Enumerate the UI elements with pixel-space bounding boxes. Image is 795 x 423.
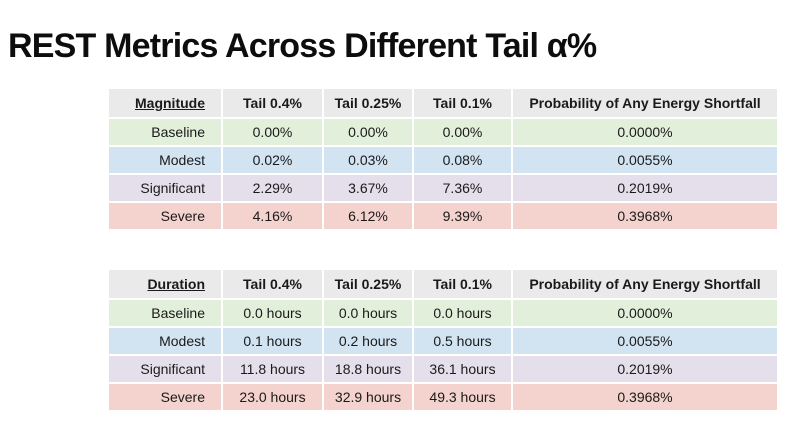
data-cell: 0.0055%	[513, 147, 777, 173]
data-cell: 3.67%	[324, 175, 412, 201]
duration-table-body: Baseline 0.0 hours 0.0 hours 0.0 hours 0.000…	[109, 300, 777, 410]
data-cell: 0.02%	[223, 147, 322, 173]
data-cell: 0.2019%	[513, 175, 777, 201]
duration-row-significant: Significant 11.8 hours 18.8 hours 36.1 hour…	[109, 356, 777, 382]
magnitude-header-tail-0-25-: Tail 0.25%	[324, 89, 412, 117]
data-cell: 0.2019%	[513, 356, 777, 382]
duration-row-modest: Modest 0.1 hours 0.2 hours 0.5 hours 0.0055%	[109, 328, 777, 354]
data-cell: 0.08%	[414, 147, 511, 173]
data-cell: 0.1 hours	[223, 328, 322, 354]
data-cell: 0.3968%	[513, 203, 777, 229]
data-cell: 0.0055%	[513, 328, 777, 354]
magnitude-row-significant: Significant 2.29% 3.67% 7.36% 0.2019%	[109, 175, 777, 201]
data-cell: 0.0 hours	[324, 300, 412, 326]
data-cell: 0.0000%	[513, 300, 777, 326]
data-cell: 0.5 hours	[414, 328, 511, 354]
duration-table: Duration Tail 0.4% Tail 0.25% Tail 0.1% Prob…	[107, 268, 779, 412]
data-cell: 0.3968%	[513, 384, 777, 410]
magnitude-header-tail-0-4-: Tail 0.4%	[223, 89, 322, 117]
row-label: Significant	[109, 175, 221, 201]
data-cell: 0.03%	[324, 147, 412, 173]
magnitude-header-tail-0-1-: Tail 0.1%	[414, 89, 511, 117]
magnitude-table-body: Baseline 0.00% 0.00% 0.00% 0.0000% Modest 0.02…	[109, 119, 777, 229]
magnitude-row-baseline: Baseline 0.00% 0.00% 0.00% 0.0000%	[109, 119, 777, 145]
data-cell: 0.00%	[414, 119, 511, 145]
page-title: REST Metrics Across Different Tail α%	[8, 26, 597, 65]
magnitude-table-container: Magnitude Tail 0.4% Tail 0.25% Tail 0.1% Pro…	[107, 87, 779, 231]
data-cell: 0.00%	[223, 119, 322, 145]
data-cell: 7.36%	[414, 175, 511, 201]
row-label: Modest	[109, 328, 221, 354]
magnitude-header-row: Magnitude Tail 0.4% Tail 0.25% Tail 0.1% Pro…	[109, 89, 777, 117]
row-label: Severe	[109, 384, 221, 410]
duration-header-duration: Duration	[109, 270, 221, 298]
data-cell: 9.39%	[414, 203, 511, 229]
data-cell: 0.0000%	[513, 119, 777, 145]
data-cell: 2.29%	[223, 175, 322, 201]
row-label: Baseline	[109, 300, 221, 326]
magnitude-table: Magnitude Tail 0.4% Tail 0.25% Tail 0.1% Pro…	[107, 87, 779, 231]
data-cell: 23.0 hours	[223, 384, 322, 410]
data-cell: 4.16%	[223, 203, 322, 229]
data-cell: 6.12%	[324, 203, 412, 229]
data-cell: 0.0 hours	[414, 300, 511, 326]
row-label: Significant	[109, 356, 221, 382]
row-label: Baseline	[109, 119, 221, 145]
data-cell: 49.3 hours	[414, 384, 511, 410]
duration-header-row: Duration Tail 0.4% Tail 0.25% Tail 0.1% Prob…	[109, 270, 777, 298]
data-cell: 0.00%	[324, 119, 412, 145]
magnitude-header-probability-of-any-energy-shortfall: Probability of Any Energy Shortfall	[513, 89, 777, 117]
data-cell: 36.1 hours	[414, 356, 511, 382]
duration-header-tail-0-1-: Tail 0.1%	[414, 270, 511, 298]
duration-table-head: Duration Tail 0.4% Tail 0.25% Tail 0.1% Prob…	[109, 270, 777, 298]
data-cell: 0.0 hours	[223, 300, 322, 326]
magnitude-row-modest: Modest 0.02% 0.03% 0.08% 0.0055%	[109, 147, 777, 173]
duration-row-baseline: Baseline 0.0 hours 0.0 hours 0.0 hours 0.000…	[109, 300, 777, 326]
data-cell: 11.8 hours	[223, 356, 322, 382]
data-cell: 18.8 hours	[324, 356, 412, 382]
duration-header-probability-of-any-energy-shortfall: Probability of Any Energy Shortfall	[513, 270, 777, 298]
duration-row-severe: Severe 23.0 hours 32.9 hours 49.3 hours 0.39…	[109, 384, 777, 410]
duration-table-container: Duration Tail 0.4% Tail 0.25% Tail 0.1% Prob…	[107, 268, 779, 412]
data-cell: 0.2 hours	[324, 328, 412, 354]
duration-header-tail-0-4-: Tail 0.4%	[223, 270, 322, 298]
row-label: Modest	[109, 147, 221, 173]
row-label: Severe	[109, 203, 221, 229]
magnitude-header-magnitude: Magnitude	[109, 89, 221, 117]
data-cell: 32.9 hours	[324, 384, 412, 410]
magnitude-row-severe: Severe 4.16% 6.12% 9.39% 0.3968%	[109, 203, 777, 229]
magnitude-table-head: Magnitude Tail 0.4% Tail 0.25% Tail 0.1% Pro…	[109, 89, 777, 117]
duration-header-tail-0-25-: Tail 0.25%	[324, 270, 412, 298]
